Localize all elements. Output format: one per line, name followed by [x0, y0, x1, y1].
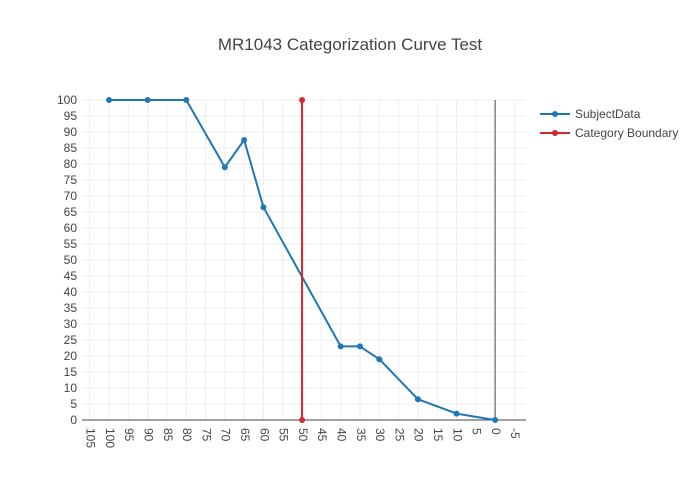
x-tick-label: 80	[180, 428, 194, 442]
x-tick-label: 95	[122, 428, 136, 442]
data-point	[221, 164, 228, 171]
legend-swatch-marker	[552, 111, 558, 117]
x-tick-label: 20	[412, 428, 426, 442]
tick-label-layer: 0510152025303540455055606570758085909510…	[57, 93, 522, 448]
x-tick-label: 50	[296, 428, 310, 442]
x-tick-label: 30	[373, 428, 387, 442]
x-tick-label: 105	[84, 428, 98, 448]
x-tick-label: 90	[141, 428, 155, 442]
data-point	[492, 417, 499, 423]
y-tick-label: 65	[64, 205, 78, 219]
x-tick-label: 60	[257, 428, 271, 442]
data-point	[144, 97, 151, 103]
y-tick-label: 75	[64, 173, 78, 187]
x-tick-label: 0	[489, 428, 503, 435]
y-tick-label: 70	[64, 189, 78, 203]
legend-item-0[interactable]: SubjectData	[540, 107, 641, 121]
data-point	[241, 137, 248, 143]
x-tick-label: 70	[219, 428, 233, 442]
data-point	[356, 343, 363, 350]
y-tick-label: 100	[57, 93, 77, 107]
data-point	[337, 343, 344, 350]
y-tick-label: 25	[64, 333, 78, 347]
y-tick-label: 0	[70, 413, 77, 427]
legend-swatch-marker	[552, 130, 558, 136]
y-tick-label: 15	[64, 365, 78, 379]
data-point	[299, 417, 306, 423]
chart-title: MR1043 Categorization Curve Test	[218, 35, 483, 54]
y-tick-label: 80	[64, 157, 78, 171]
x-tick-label: 65	[238, 428, 252, 442]
data-point	[376, 356, 383, 363]
legend-label: SubjectData	[575, 107, 641, 121]
data-point	[299, 97, 306, 103]
x-tick-label: 85	[161, 428, 175, 442]
data-point	[183, 97, 190, 103]
y-tick-label: 55	[64, 237, 78, 251]
y-tick-label: 85	[64, 141, 78, 155]
y-tick-label: 20	[64, 349, 78, 363]
x-tick-label: 100	[103, 428, 117, 448]
data-point	[453, 410, 460, 417]
x-tick-label: 25	[392, 428, 406, 442]
y-tick-label: 45	[64, 269, 78, 283]
data-point	[414, 396, 421, 403]
y-tick-label: 60	[64, 221, 78, 235]
x-tick-label: 40	[335, 428, 349, 442]
y-tick-label: 50	[64, 253, 78, 267]
y-tick-label: 10	[64, 381, 78, 395]
y-tick-label: 30	[64, 317, 78, 331]
grid-layer	[82, 99, 526, 420]
x-tick-label: 75	[199, 428, 213, 442]
y-tick-label: 40	[64, 285, 78, 299]
y-tick-label: 90	[64, 125, 78, 139]
x-tick-label: 35	[354, 428, 368, 442]
x-tick-label: 45	[315, 428, 329, 442]
y-tick-label: 35	[64, 301, 78, 315]
y-tick-label: 95	[64, 109, 78, 123]
legend-item-1[interactable]: Category Boundary	[540, 126, 678, 140]
x-tick-label: 10	[450, 428, 464, 442]
y-tick-label: 5	[70, 397, 77, 411]
x-tick-label: 55	[277, 428, 291, 442]
x-tick-label: -5	[508, 428, 522, 439]
x-tick-label: 15	[431, 428, 445, 442]
legend[interactable]: SubjectData Category Boundary	[540, 107, 678, 140]
legend-label: Category Boundary	[575, 126, 678, 140]
series-layer	[106, 97, 499, 423]
data-point	[260, 204, 267, 211]
x-tick-label: 5	[470, 428, 484, 435]
data-point	[106, 97, 113, 103]
